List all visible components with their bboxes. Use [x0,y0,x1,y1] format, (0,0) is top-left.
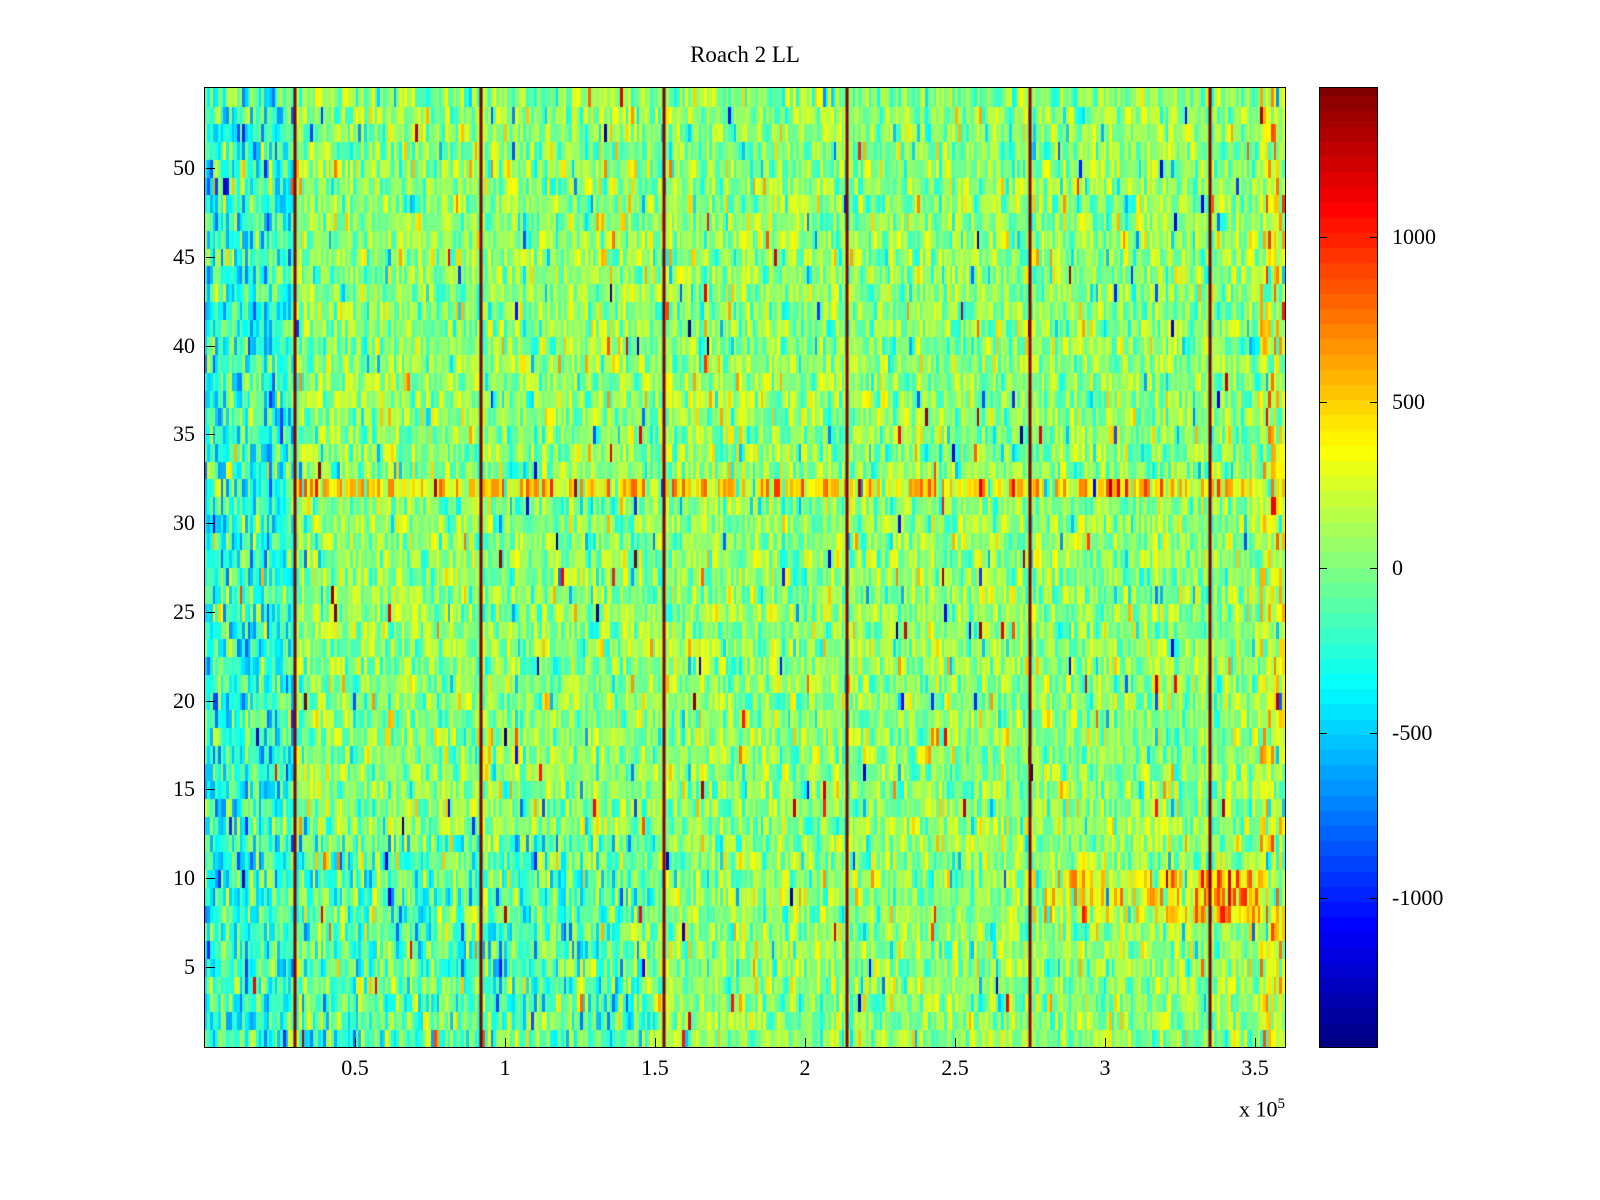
colorbar-tick-mark [1370,732,1377,734]
x-scale-exponent: 5 [1277,1096,1286,1112]
y-tick-label: 20 [173,687,195,713]
x-tick-label: 2.5 [941,1055,969,1080]
y-tick-mark [206,789,215,791]
y-tick-label: 45 [173,243,195,269]
chart-title: Roach 2 LL [690,42,800,67]
x-tick-label: 3.5 [1241,1055,1269,1080]
x-tick-label: 0.5 [341,1055,369,1080]
y-tick-label: 30 [173,510,195,536]
y-tick-mark [206,345,215,347]
x-tick-label: 1 [499,1055,511,1080]
y-tick-mark [206,611,215,613]
x-tick-mark [955,1038,956,1047]
y-tick-label: 25 [173,598,195,624]
x-axis-scale-label: x 105 [1145,1096,1285,1122]
colorbar-tick-mark-left [1320,567,1327,569]
colorbar-tick-label: -500 [1392,719,1433,745]
x-tick-mark [805,1038,806,1047]
y-tick-mark [206,256,215,258]
x-scale-base: x 10 [1239,1096,1278,1122]
x-tick-mark [355,1038,356,1047]
y-tick-mark [206,967,215,969]
colorbar-tick-label: -1000 [1392,885,1444,911]
colorbar-tick-mark [1370,898,1377,900]
y-tick-label: 5 [184,954,195,980]
y-tick-label: 50 [173,154,195,180]
heatmap-canvas [205,88,1285,1047]
colorbar-tick-mark [1370,402,1377,404]
y-tick-mark [206,434,215,436]
colorbar-tick-mark-left [1320,732,1327,734]
colorbar [1319,87,1378,1048]
colorbar-tick-label: 500 [1392,389,1425,415]
y-tick-mark [206,700,215,702]
y-tick-label: 40 [173,332,195,358]
y-tick-label: 15 [173,776,195,802]
x-tick-label: 2 [799,1055,811,1080]
colorbar-tick-mark-left [1320,402,1327,404]
colorbar-tick-mark [1370,236,1377,238]
x-tick-mark [505,1038,506,1047]
x-tick-mark [655,1038,656,1047]
x-tick-mark [1255,1038,1256,1047]
y-tick-mark [206,523,215,525]
colorbar-tick-mark-left [1320,236,1327,238]
x-tick-mark [1105,1038,1106,1047]
y-tick-mark [206,878,215,880]
colorbar-tick-label: 1000 [1392,223,1436,249]
heatmap-plot [204,87,1286,1048]
y-tick-mark [206,167,215,169]
colorbar-tick-label: 0 [1392,554,1403,580]
x-tick-label: 1.5 [641,1055,669,1080]
y-tick-label: 10 [173,865,195,891]
colorbar-tick-mark-left [1320,898,1327,900]
colorbar-tick-mark [1370,567,1377,569]
x-tick-label: 3 [1099,1055,1111,1080]
colorbar-canvas [1320,88,1377,1047]
y-tick-label: 35 [173,421,195,447]
